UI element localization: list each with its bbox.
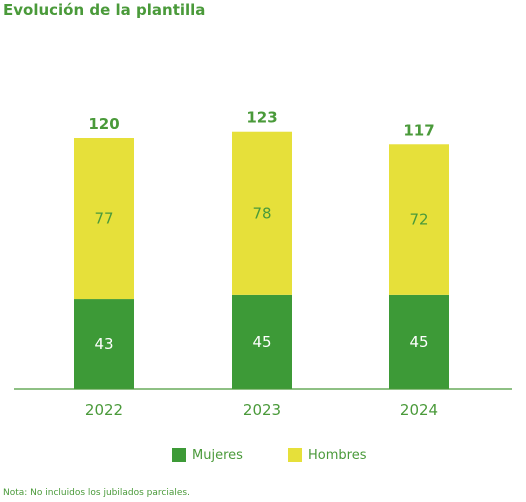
legend-item-mujeres: Mujeres [172, 446, 243, 464]
x-tick-label-2023: 2023 [243, 401, 281, 419]
total-label-2022: 120 [88, 115, 119, 133]
value-label-mujeres-2024: 45 [409, 333, 428, 351]
value-label-mujeres-2022: 43 [94, 335, 113, 353]
bar-hombres-2022 [74, 138, 134, 300]
bar-mujeres-2023 [232, 294, 292, 389]
x-tick-label-2024: 2024 [400, 401, 438, 419]
legend-label-mujeres: Mujeres [192, 447, 243, 463]
value-label-hombres-2023: 78 [252, 204, 271, 222]
value-label-hombres-2022: 77 [94, 210, 113, 228]
legend-item-hombres: Hombres [288, 446, 366, 464]
bar-hombres-2024 [389, 144, 449, 295]
value-label-hombres-2024: 72 [409, 211, 428, 229]
bar-mujeres-2024 [389, 294, 449, 389]
stacked-bar-chart: 43 77 120 2022 45 78 123 2023 45 72 117 2024 [14, 109, 512, 419]
bar-mujeres-2022 [74, 299, 134, 389]
bars-group [74, 131, 449, 389]
legend-label-hombres: Hombres [308, 447, 367, 463]
total-label-2024: 117 [403, 121, 434, 139]
labels-group: 43 77 120 2022 45 78 123 2023 45 72 117 2024 [85, 109, 438, 419]
bar-hombres-2023 [232, 131, 292, 295]
legend-swatch-hombres [288, 448, 302, 462]
total-label-2023: 123 [246, 109, 277, 127]
chart-title: Evolución de la plantilla [3, 1, 206, 19]
x-tick-label-2022: 2022 [85, 401, 123, 419]
footnote: Nota: No incluidos los jubilados parcial… [3, 488, 190, 498]
legend-swatch-mujeres [172, 448, 186, 462]
legend: Mujeres Hombres [0, 446, 526, 464]
value-label-mujeres-2023: 45 [252, 333, 271, 351]
